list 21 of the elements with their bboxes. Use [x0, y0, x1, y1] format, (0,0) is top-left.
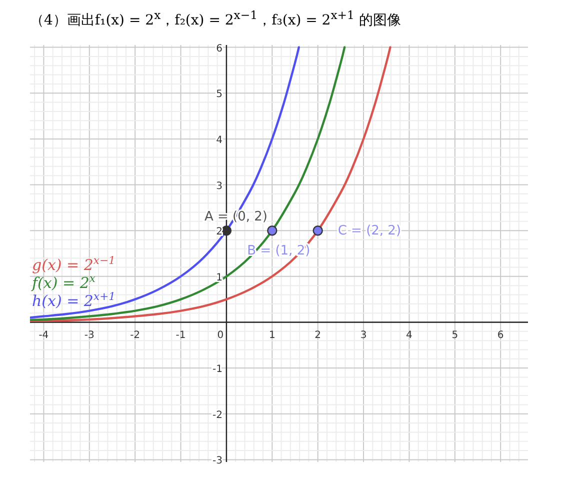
- x-tick-label: -2: [130, 330, 140, 342]
- y-tick-label: 2: [216, 226, 222, 238]
- x-tick-label: 5: [452, 330, 458, 342]
- x-tick-label: 1: [268, 330, 276, 342]
- x-tick-label: -3: [84, 330, 94, 342]
- x-tick-label: 6: [497, 330, 504, 342]
- y-tick-label: -1: [212, 364, 222, 376]
- y-tick-label: 6: [216, 43, 222, 54]
- x-tick-label: -4: [38, 330, 49, 342]
- x-tick-label: 3: [360, 330, 367, 342]
- y-tick-label: 5: [216, 89, 222, 100]
- annotation: C = (2, 2): [338, 224, 402, 239]
- y-tick-label: 3: [216, 180, 222, 192]
- x-tick-label: 4: [406, 330, 412, 342]
- y-tick-label: -3: [212, 456, 222, 467]
- x-tick-label: 0: [217, 330, 224, 342]
- chart-title: （4）画出f₁(x) = 2$^{x}$，f₂(x) = 2$^{x−1}$，f₃(x) = 2$^{x+1}$ 的图像: [30, 8, 401, 30]
- x-tick-label: -1: [176, 330, 186, 342]
- y-tick-label: 4: [216, 134, 222, 146]
- y-tick-label: -2: [212, 410, 222, 421]
- x-tick-label: 2: [314, 330, 322, 342]
